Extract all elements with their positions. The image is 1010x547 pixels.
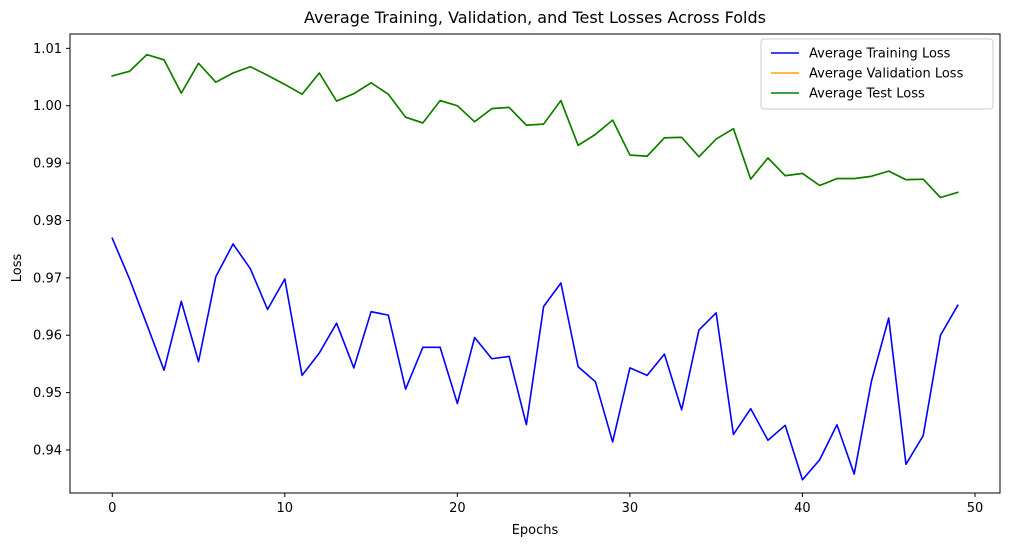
x-tick-label: 40 bbox=[794, 501, 811, 516]
y-tick-label: 0.96 bbox=[33, 329, 62, 344]
y-tick-label: 0.97 bbox=[33, 271, 62, 286]
legend-label-0: Average Training Loss bbox=[809, 47, 951, 62]
legend-label-1: Average Validation Loss bbox=[809, 67, 964, 82]
y-tick-label: 0.94 bbox=[33, 443, 62, 458]
y-tick-label: 0.99 bbox=[33, 157, 62, 172]
chart-title: Average Training, Validation, and Test L… bbox=[304, 8, 766, 27]
y-tick-label: 1.00 bbox=[33, 99, 62, 114]
x-tick-label: 30 bbox=[622, 501, 639, 516]
axes: 0 10 20 30 40 50 0.94 0.95 0.96 0.97 0.98 0.99 1.00 1… bbox=[33, 33, 1001, 516]
legend-box bbox=[760, 38, 994, 110]
y-tick-label: 0.95 bbox=[33, 386, 62, 401]
plot-area bbox=[111, 53, 959, 481]
legend: Average Training Loss Average Validation … bbox=[760, 38, 994, 110]
x-tick-label: 10 bbox=[277, 501, 294, 516]
x-tick-label: 20 bbox=[449, 501, 466, 516]
x-axis-title: Epochs bbox=[512, 523, 559, 538]
legend-label-2: Average Test Loss bbox=[809, 87, 925, 102]
series-line-2 bbox=[111, 53, 959, 199]
y-tick-label: 1.01 bbox=[33, 42, 62, 57]
series-line-0 bbox=[111, 237, 959, 481]
x-tick-label: 0 bbox=[108, 501, 116, 516]
axes-frame bbox=[69, 33, 1001, 494]
y-axis-title: Loss bbox=[10, 254, 25, 283]
y-tick-label: 0.98 bbox=[33, 214, 62, 229]
x-tick-label: 50 bbox=[967, 501, 984, 516]
